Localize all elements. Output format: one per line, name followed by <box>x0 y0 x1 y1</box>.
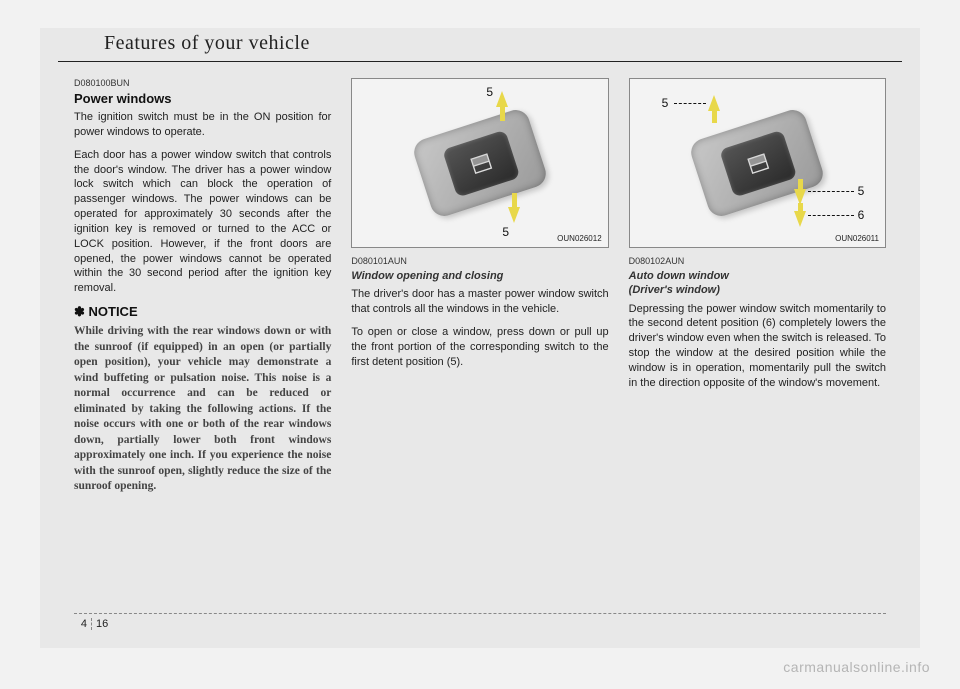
paragraph: The ignition switch must be in the ON po… <box>74 110 331 140</box>
callout-number: 5 <box>486 85 493 99</box>
page-number: 16 <box>96 618 108 630</box>
page-footer: 4 16 <box>74 613 886 630</box>
figure-code: OUN026012 <box>557 234 601 243</box>
callout-number: 6 <box>858 208 865 222</box>
paragraph: Each door has a power window switch that… <box>74 148 331 296</box>
arrow-up-icon <box>496 91 508 107</box>
paragraph: Depressing the power window switch momen… <box>629 302 886 391</box>
section-code: D080102AUN <box>629 256 886 266</box>
paragraph: To open or close a window, press down or… <box>351 325 608 370</box>
notice-text: While driving with the rear windows down… <box>74 324 331 495</box>
arrow-down-icon <box>794 211 806 227</box>
window-icon <box>745 150 773 178</box>
callout-number: 5 <box>502 225 509 239</box>
arrow-up-icon <box>708 95 720 111</box>
section-code: D080101AUN <box>351 256 608 266</box>
watermark: carmanualsonline.info <box>783 659 930 675</box>
callout-number: 5 <box>858 184 865 198</box>
notice-label: ✽ NOTICE <box>74 304 331 320</box>
arrow-down-icon <box>508 207 520 223</box>
section-heading: Power windows <box>74 91 331 106</box>
figure-window-switch-auto-down: 5 5 6 OUN026011 <box>629 78 886 248</box>
callout-number: 5 <box>662 96 669 110</box>
callout-leader <box>808 191 854 192</box>
callout-leader <box>808 215 854 216</box>
column-3: 5 5 6 OUN026011 D080102AUN Auto down win… <box>629 78 886 495</box>
section-subheading: Window opening and closing <box>351 269 608 283</box>
chapter-number: 4 <box>74 618 92 630</box>
switch-body <box>688 106 827 219</box>
window-icon <box>467 150 495 178</box>
switch-pad <box>442 130 520 198</box>
column-1: D080100BUN Power windows The ignition sw… <box>74 78 331 495</box>
switch-body <box>411 106 550 219</box>
callout-leader <box>674 103 706 104</box>
manual-page: Features of your vehicle D080100BUN Powe… <box>40 28 920 648</box>
figure-window-switch-open-close: 5 5 OUN026012 <box>351 78 608 248</box>
arrow-up-shaft <box>712 109 717 123</box>
content-columns: D080100BUN Power windows The ignition sw… <box>40 78 920 495</box>
arrow-up-shaft <box>500 105 505 121</box>
paragraph: The driver's door has a master power win… <box>351 287 608 317</box>
page-header: Features of your vehicle <box>58 28 902 62</box>
column-2: 5 5 OUN026012 D080101AUN Window opening … <box>351 78 608 495</box>
switch-pad <box>719 130 797 198</box>
section-subheading: Auto down window (Driver's window) <box>629 269 886 298</box>
section-code: D080100BUN <box>74 78 331 88</box>
figure-code: OUN026011 <box>835 234 879 243</box>
